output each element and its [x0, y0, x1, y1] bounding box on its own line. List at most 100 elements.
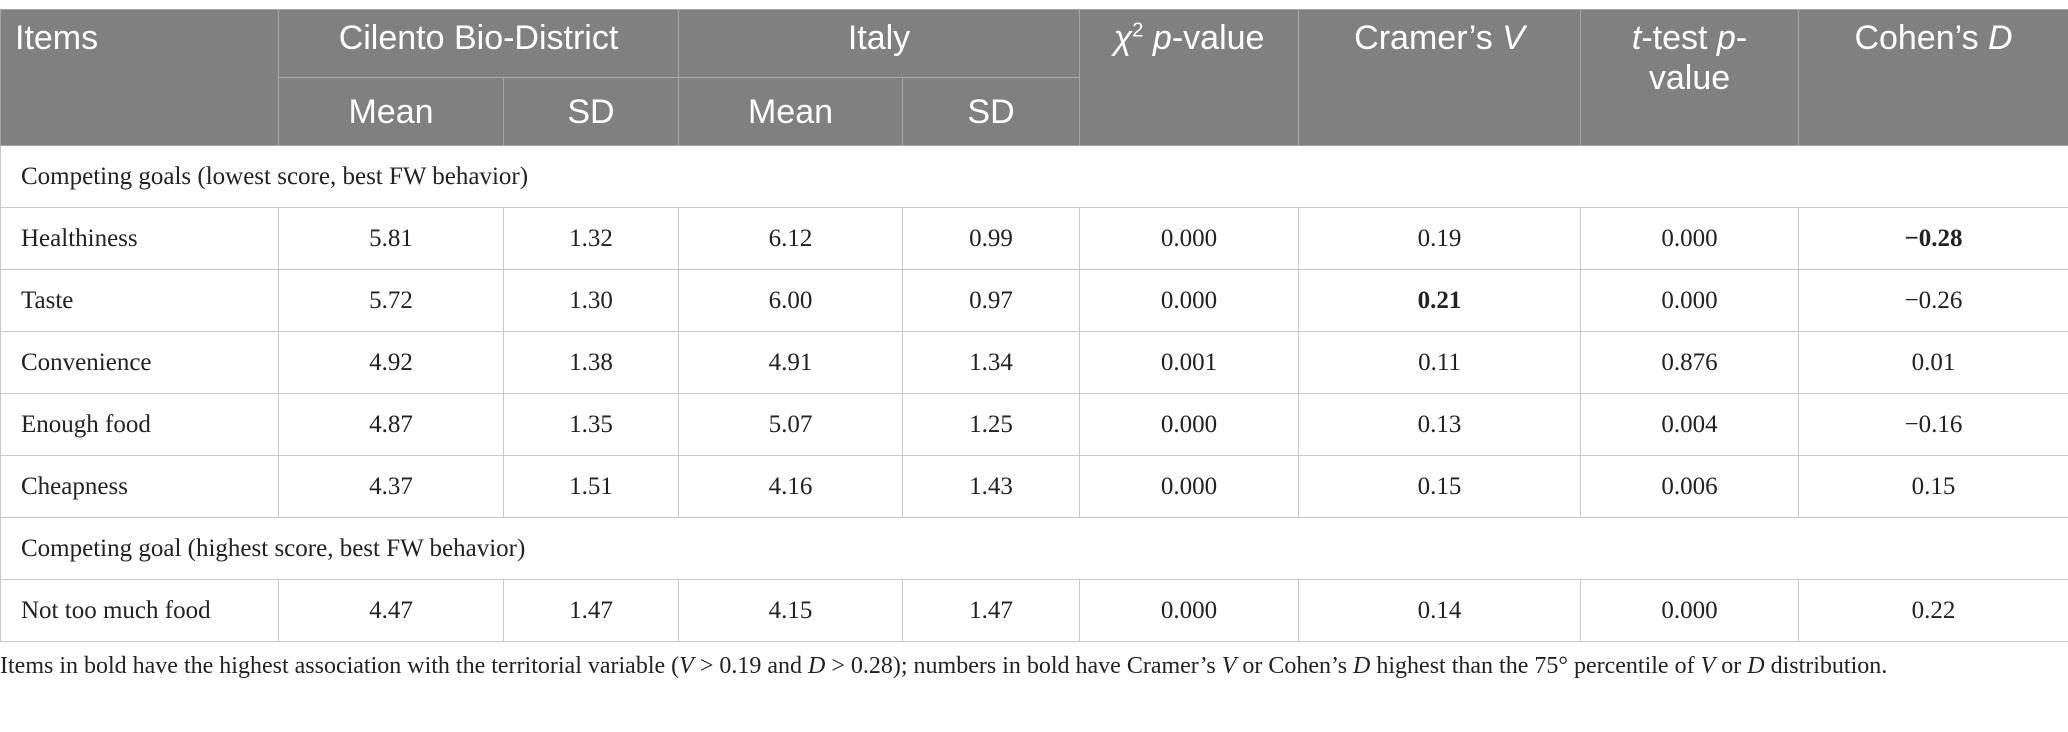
text-run: Items: [15, 19, 99, 57]
cell-value: 0.876: [1580, 331, 1800, 394]
footnote: Items in bold have the highest associati…: [0, 648, 2050, 684]
text-run: Items in bold have the highest associati…: [0, 653, 680, 679]
cell-value: 0.15: [1298, 455, 1582, 518]
cell-value: 0.000: [1079, 393, 1300, 456]
data-row: Healthiness 5.81 1.32 6.12 0.99 0.000 0.19 0.00…: [0, 207, 2068, 270]
item-label: Healthiness: [0, 207, 279, 270]
column-subheader: Mean: [678, 77, 903, 146]
cell-value: 0.000: [1079, 269, 1300, 332]
cell-value: 0.21: [1298, 269, 1582, 332]
cell-value: 4.91: [678, 331, 903, 394]
text-run: D: [1353, 653, 1371, 679]
cell-value: 0.000: [1580, 579, 1800, 642]
cell-value: 0.004: [1580, 393, 1800, 456]
text-run: or: [1715, 653, 1748, 679]
item-label: Enough food: [0, 393, 279, 456]
cell-value: 4.16: [678, 455, 903, 518]
column-subheader: Mean: [278, 77, 504, 146]
text-run: [1143, 19, 1152, 57]
text-run: > 0.28); numbers in bold have Cramer’s: [825, 653, 1222, 679]
cell-value: 0.11: [1298, 331, 1582, 394]
column-header: Cohen’s D: [1798, 9, 2068, 146]
text-run: V: [1502, 19, 1525, 57]
cell-value: −0.16: [1798, 393, 2068, 456]
column-subheader: SD: [503, 77, 679, 146]
text-run: -value: [1648, 19, 1748, 97]
cell-value: 4.15: [678, 579, 903, 642]
section-row: Competing goal (highest score, best FW b…: [0, 517, 2068, 580]
cell-value: 5.07: [678, 393, 903, 456]
cell-value: 1.30: [503, 269, 679, 332]
cell-value: 6.12: [678, 207, 903, 270]
column-header: Italy: [677, 9, 1081, 78]
data-row: Convenience 4.92 1.38 4.91 1.34 0.001 0.11 0.87…: [0, 331, 2068, 394]
cell-value: 0.006: [1580, 455, 1800, 518]
text-run: Cohen’s: [1854, 19, 1989, 57]
cell-value: 1.47: [503, 579, 679, 642]
cell-value: 1.51: [503, 455, 679, 518]
text-run: V: [1221, 653, 1237, 679]
text-run: -value: [1171, 19, 1265, 57]
text-run: Cilento Bio-District: [338, 19, 619, 57]
data-row: Cheapness 4.37 1.51 4.16 1.43 0.000 0.15 0.006 0…: [0, 455, 2068, 518]
text-run: Italy: [847, 19, 911, 57]
cell-value: 0.000: [1079, 207, 1300, 270]
text-run: p: [1716, 19, 1736, 57]
table-body: Competing goals (lowest score, best FW b…: [0, 145, 2068, 642]
text-run: V: [1700, 653, 1716, 679]
text-run: D: [1988, 19, 2013, 57]
column-header: t-test p-value: [1580, 9, 1800, 146]
text-run: χ: [1113, 19, 1133, 57]
text-run: Cramer’s: [1354, 19, 1503, 57]
cell-value: 0.000: [1079, 455, 1300, 518]
text-run: p: [1152, 19, 1172, 57]
cell-value: 0.000: [1079, 579, 1300, 642]
cell-value: −0.26: [1798, 269, 2068, 332]
cell-value: 0.97: [901, 269, 1081, 332]
cell-value: 0.14: [1298, 579, 1582, 642]
column-header: Cramer’s V: [1298, 9, 1582, 146]
cell-value: 1.25: [901, 393, 1081, 456]
cell-value: 0.001: [1079, 331, 1300, 394]
column-header: χ2 p-value: [1079, 9, 1300, 146]
cell-value: 6.00: [678, 269, 903, 332]
item-label: Cheapness: [0, 455, 279, 518]
section-title: Competing goal (highest score, best FW b…: [0, 517, 2068, 580]
text-run: highest than the 75° percentile of: [1370, 653, 1701, 679]
table-header: Items Cilento Bio-District Italy χ2 p-value…: [0, 9, 2068, 146]
text-run: V: [679, 653, 694, 679]
section-title: Competing goals (lowest score, best FW b…: [0, 145, 2068, 208]
text-run: or Cohen’s: [1236, 653, 1354, 679]
column-header: Cilento Bio-District: [278, 9, 679, 78]
column-subheader: SD: [901, 77, 1081, 146]
cell-value: 0.99: [901, 207, 1081, 270]
cell-value: 5.72: [278, 269, 504, 332]
item-label: Convenience: [0, 331, 279, 394]
text-run: t: [1631, 19, 1642, 57]
cell-value: 0.22: [1798, 579, 2068, 642]
data-row: Taste 5.72 1.30 6.00 0.97 0.000 0.21 0.000 −0.26: [0, 269, 2068, 332]
column-header: Items: [0, 9, 279, 146]
cell-value: 4.37: [278, 455, 504, 518]
cell-value: 1.38: [503, 331, 679, 394]
cell-value: 0.15: [1798, 455, 2068, 518]
text-run: -test: [1641, 19, 1717, 57]
cell-value: 0.01: [1798, 331, 2068, 394]
text-run: D: [808, 653, 826, 679]
header-subrow: Mean SD Mean SD: [1, 77, 2068, 146]
cell-value: 4.47: [278, 579, 504, 642]
cell-value: 1.47: [901, 579, 1081, 642]
cell-value: 5.81: [278, 207, 504, 270]
cell-value: 0.19: [1298, 207, 1582, 270]
text-run: distribution.: [1764, 653, 1888, 679]
text-run: > 0.19 and: [693, 653, 808, 679]
cell-value: 1.35: [503, 393, 679, 456]
data-row: Not too much food 4.47 1.47 4.15 1.47 0.000 0.…: [0, 579, 2068, 642]
cell-value: −0.28: [1798, 207, 2068, 270]
data-table: Items Cilento Bio-District Italy χ2 p-value…: [0, 9, 2068, 642]
cell-value: 1.43: [901, 455, 1081, 518]
header-row: Items Cilento Bio-District Italy χ2 p-value…: [0, 9, 2068, 146]
data-row: Enough food 4.87 1.35 5.07 1.25 0.000 0.13 0.00…: [0, 393, 2068, 456]
item-label: Taste: [0, 269, 279, 332]
